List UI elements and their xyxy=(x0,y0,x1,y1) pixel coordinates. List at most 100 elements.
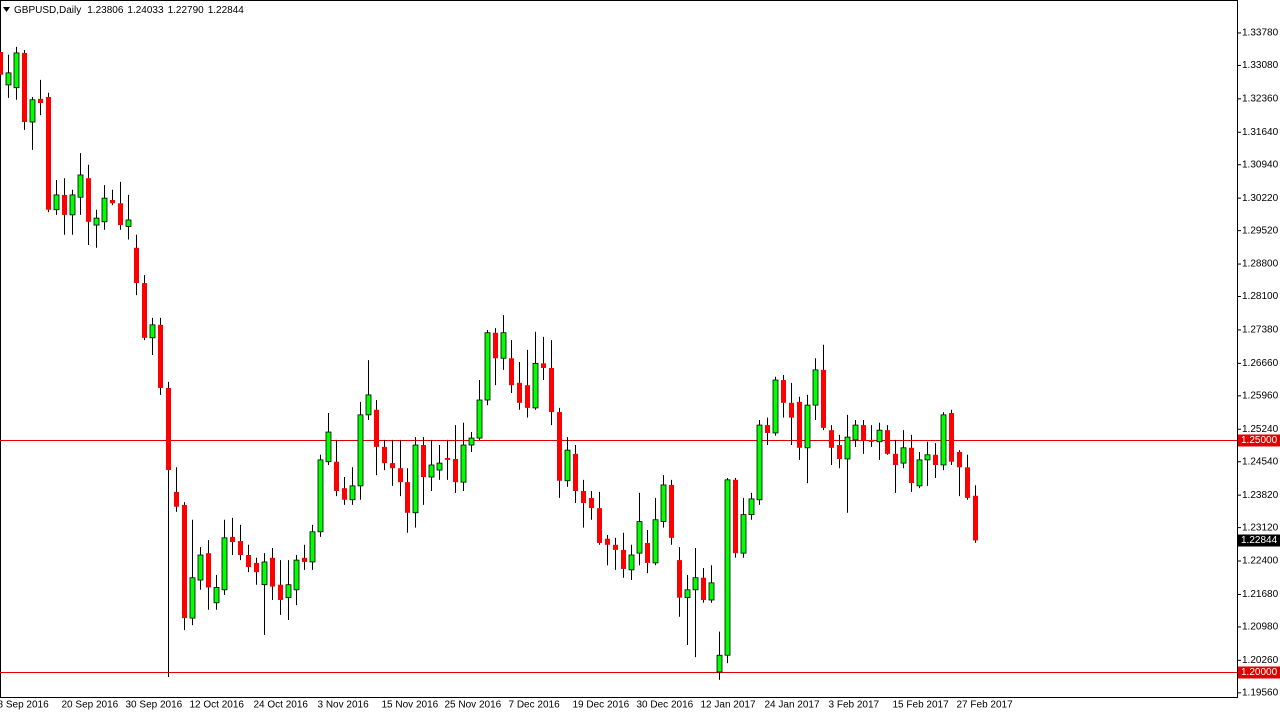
candle-body xyxy=(206,553,211,588)
ohlc-close: 1.22844 xyxy=(208,5,245,16)
candle-body xyxy=(29,99,36,123)
candle-body xyxy=(893,453,898,465)
y-tick-label: 1.33780 xyxy=(1242,28,1279,39)
candle-body xyxy=(0,51,3,75)
y-tick-label: 1.23120 xyxy=(1242,522,1279,533)
candle-body xyxy=(797,401,802,448)
x-tick-label: 15 Nov 2016 xyxy=(382,700,439,711)
candle-body xyxy=(349,485,356,501)
candle-body xyxy=(93,217,100,226)
candle-body xyxy=(38,98,43,104)
candle-body xyxy=(285,584,292,599)
candle-body xyxy=(692,577,699,591)
y-tick-label: 1.26660 xyxy=(1242,358,1279,369)
candle-body xyxy=(621,549,626,569)
candle-body xyxy=(221,537,228,591)
y-tick-label: 1.20980 xyxy=(1242,622,1279,633)
candle-body xyxy=(428,464,435,478)
candle-body xyxy=(174,491,179,507)
ohlc-open: 1.23806 xyxy=(87,5,124,16)
candle-body xyxy=(405,482,410,513)
candle-body xyxy=(765,425,770,433)
candle-body xyxy=(398,468,403,483)
y-tick-label: 1.21680 xyxy=(1242,589,1279,600)
x-tick-label: 24 Jan 2017 xyxy=(765,700,820,711)
x-tick-label: 15 Feb 2017 xyxy=(893,700,950,711)
candle-body xyxy=(724,479,731,656)
candle-body xyxy=(62,194,67,215)
candle-body xyxy=(701,577,706,601)
candle-body xyxy=(525,385,530,408)
candle-body xyxy=(69,194,76,216)
candle-body xyxy=(517,382,522,403)
candle-body xyxy=(325,431,332,463)
candle-body xyxy=(973,495,978,541)
y-tick-label: 1.24540 xyxy=(1242,456,1279,467)
candle-body xyxy=(812,369,819,406)
y-tick-label: 1.25240 xyxy=(1242,424,1279,435)
candle-body xyxy=(342,488,347,500)
candle-body xyxy=(716,654,723,673)
level-tag-label: 1.20000 xyxy=(1241,667,1278,678)
level-tag xyxy=(1238,666,1280,679)
candle-body xyxy=(756,424,763,501)
candle-body xyxy=(149,324,156,339)
y-tick-label: 1.33080 xyxy=(1242,60,1279,71)
candle-body xyxy=(605,538,610,545)
candle-body xyxy=(270,557,275,587)
x-tick-label: 25 Nov 2016 xyxy=(445,700,502,711)
candle-body xyxy=(804,404,811,449)
y-tick-label: 1.19560 xyxy=(1242,687,1279,698)
candle-body xyxy=(197,554,204,581)
y-tick-label: 1.28100 xyxy=(1242,291,1279,302)
candle-body xyxy=(733,479,738,554)
menu-arrow[interactable] xyxy=(3,7,10,12)
candle-body xyxy=(118,203,123,226)
candle-body xyxy=(916,459,923,487)
x-tick-label: 19 Dec 2016 xyxy=(573,700,630,711)
candle-body xyxy=(589,497,594,509)
y-tick-label: 1.25960 xyxy=(1242,390,1279,401)
candle-body xyxy=(317,459,324,533)
candle-body xyxy=(365,394,372,416)
candle-body xyxy=(532,362,539,409)
x-tick-label: 20 Sep 2016 xyxy=(62,700,119,711)
candle-body xyxy=(684,589,691,599)
x-tick-label: 30 Sep 2016 xyxy=(126,700,183,711)
candle-body xyxy=(557,412,562,481)
candle-body xyxy=(628,554,635,571)
y-tick-label: 1.30220 xyxy=(1242,193,1279,204)
current-price-label: 1.22844 xyxy=(1241,535,1278,546)
candle-body xyxy=(357,414,364,487)
candle-body xyxy=(309,531,316,563)
y-tick-label: 1.22400 xyxy=(1242,556,1279,567)
candle-body xyxy=(957,451,962,468)
candle-body xyxy=(636,521,643,554)
candle-body xyxy=(909,447,914,484)
candle-body xyxy=(581,490,586,504)
candle-body xyxy=(476,399,483,439)
candle-body xyxy=(933,454,938,465)
candle-body xyxy=(22,52,27,123)
candle-body xyxy=(740,514,747,554)
candle-body xyxy=(876,429,883,443)
current-price-tag xyxy=(1238,534,1280,547)
candle-body xyxy=(613,544,618,550)
y-tick-label: 1.29520 xyxy=(1242,225,1279,236)
candle-body xyxy=(189,577,196,619)
candle-body xyxy=(669,484,674,538)
y-tick-label: 1.27380 xyxy=(1242,325,1279,336)
candle-body xyxy=(412,444,419,514)
y-tick-label: 1.20260 xyxy=(1242,655,1279,666)
candle-body xyxy=(829,430,834,448)
candle-body xyxy=(142,283,147,338)
candle-body xyxy=(821,369,826,428)
candle-body xyxy=(77,174,84,198)
x-tick-label: 30 Dec 2016 xyxy=(637,700,694,711)
candle-body xyxy=(278,584,283,601)
candle-body xyxy=(541,363,546,368)
candle-body xyxy=(940,414,947,466)
candle-body xyxy=(509,358,514,386)
candle-body xyxy=(246,555,251,568)
